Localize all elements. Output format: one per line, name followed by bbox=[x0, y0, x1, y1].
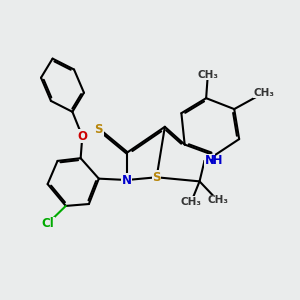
Text: CH₃: CH₃ bbox=[181, 197, 202, 207]
Text: ·H: ·H bbox=[209, 154, 224, 167]
Text: CH₃: CH₃ bbox=[207, 196, 228, 206]
Text: CH₃: CH₃ bbox=[197, 70, 218, 80]
Text: S: S bbox=[94, 123, 103, 136]
Text: S: S bbox=[152, 171, 161, 184]
Text: O: O bbox=[77, 130, 87, 143]
Text: CH₃: CH₃ bbox=[254, 88, 274, 98]
Text: Cl: Cl bbox=[41, 217, 54, 230]
Text: N: N bbox=[205, 154, 214, 167]
Text: N: N bbox=[122, 173, 132, 187]
